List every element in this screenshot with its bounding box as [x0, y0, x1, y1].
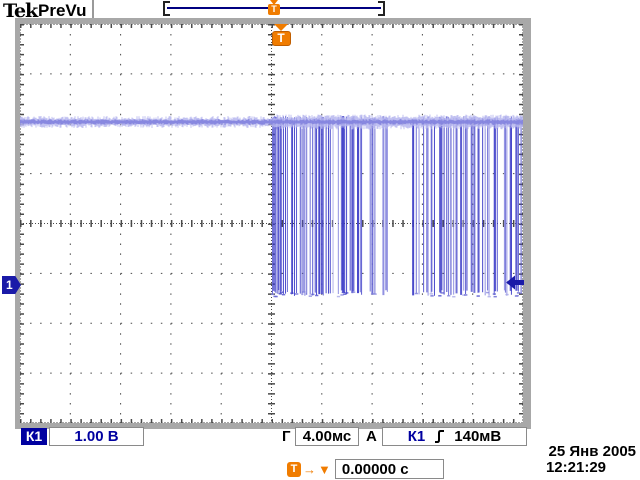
trigger-readout: К1 140мВ — [382, 427, 527, 446]
brand-logo: Tek — [3, 0, 38, 22]
date-readout: 25 Янв 2005 — [548, 443, 636, 460]
record-left-bracket — [163, 1, 170, 16]
trigger-position-marker[interactable]: T — [270, 24, 292, 46]
record-right-bracket — [378, 1, 385, 16]
trigger-caret-icon — [274, 24, 288, 31]
trigger-level-marker[interactable] — [505, 275, 524, 290]
trigger-t-icon: T — [271, 31, 291, 46]
channel1-ground-marker[interactable]: 1 — [2, 276, 21, 294]
timebase-prefix: Г — [282, 428, 291, 445]
graticule: T — [20, 24, 523, 423]
trigger-position-readout: T → ▼ 0.00000 с — [287, 459, 444, 479]
trigger-t-icon: T — [268, 4, 280, 15]
timebase-readout: 4.00мс — [295, 427, 359, 446]
trigger-t-icon: T — [287, 461, 301, 477]
acquisition-mode-label: А — [366, 428, 377, 445]
arrow-down-icon: ▼ — [318, 461, 331, 477]
channel1-scale-readout: 1.00 В — [49, 427, 144, 446]
trigger-level-value: 140мВ — [454, 428, 502, 445]
acquisition-status: PreVu — [38, 1, 87, 20]
trigger-position-text: 0.00000 с — [341, 460, 409, 478]
trigger-level-arrow-icon — [506, 275, 524, 290]
channel1-scale-value: 1.00 В — [74, 428, 119, 445]
graticule-frame: T 1 — [2, 18, 531, 429]
time-readout: 12:21:29 — [545, 459, 606, 476]
record-view-bar: T — [163, 0, 385, 16]
trigger-source-label: К1 — [407, 428, 426, 445]
waveform-display — [20, 24, 523, 423]
record-trigger-position-marker[interactable]: T — [268, 0, 280, 15]
rising-edge-icon — [435, 430, 445, 443]
timebase-value: 4.00мс — [302, 428, 352, 445]
trigger-caret-icon — [270, 0, 278, 5]
arrow-right-icon: → — [303, 461, 316, 477]
channel1-label-badge[interactable]: К1 — [21, 428, 47, 445]
topbar-divider — [92, 0, 94, 18]
trigger-position-value: 0.00000 с — [334, 459, 444, 479]
